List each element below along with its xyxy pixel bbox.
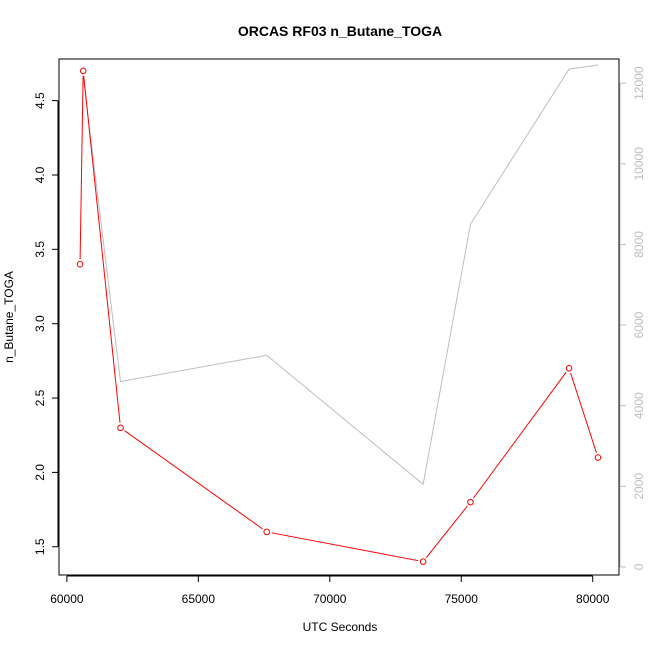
y2-tick-label: 6000 xyxy=(632,311,646,338)
primary-series-segment xyxy=(83,75,121,423)
y2-tick-label: 8000 xyxy=(632,231,646,258)
series-layer xyxy=(76,64,602,565)
data-point xyxy=(419,558,427,565)
y2-tick-label: 2000 xyxy=(632,473,646,500)
y-tick-label: 4.0 xyxy=(33,166,47,183)
x-tick-label: 75000 xyxy=(445,592,479,606)
x-tick-label: 60000 xyxy=(50,592,84,606)
y-tick-label: 3.5 xyxy=(33,241,47,258)
primary-series-segment xyxy=(124,430,263,530)
data-point xyxy=(76,260,84,268)
data-point xyxy=(263,528,270,536)
primary-series-segment xyxy=(79,75,84,260)
secondary-series-line xyxy=(82,64,599,486)
y-tick-label: 2.5 xyxy=(33,389,47,406)
x-tick-label: 65000 xyxy=(182,592,216,606)
data-point xyxy=(117,424,124,432)
primary-series-segment xyxy=(271,532,419,562)
y-axis-title: n_Butane_TOGA xyxy=(2,271,16,363)
data-point xyxy=(467,498,474,506)
x-tick-label: 70000 xyxy=(313,592,347,606)
data-point xyxy=(565,365,573,372)
x-tick-label: 80000 xyxy=(576,592,610,606)
chart-title: ORCAS RF03 n_Butane_TOGA xyxy=(238,23,442,39)
primary-series-segment xyxy=(473,372,567,499)
right-y-axis: 0 2000 4000 6000 8000 10000 12000 xyxy=(619,66,646,570)
y-tick-label: 2.0 xyxy=(33,464,47,481)
primary-series-segment xyxy=(570,372,597,453)
data-point xyxy=(79,67,87,75)
plot-area xyxy=(58,58,620,576)
y2-tick-label: 0 xyxy=(632,563,646,570)
x-axis-title: UTC Seconds xyxy=(303,620,378,634)
left-y-axis: 1.5 2.0 2.5 3.0 3.5 4.0 4.5 xyxy=(33,92,59,555)
y2-tick-label: 12000 xyxy=(632,66,646,100)
y2-tick-label: 10000 xyxy=(632,147,646,181)
data-point xyxy=(594,454,602,461)
primary-series-segment xyxy=(425,505,468,559)
x-axis: 60000 65000 70000 75000 80000 xyxy=(50,575,610,606)
y-tick-label: 3.0 xyxy=(33,315,47,332)
y-tick-label: 4.5 xyxy=(33,92,47,109)
y-tick-label: 1.5 xyxy=(33,538,47,555)
y2-tick-label: 4000 xyxy=(632,392,646,419)
